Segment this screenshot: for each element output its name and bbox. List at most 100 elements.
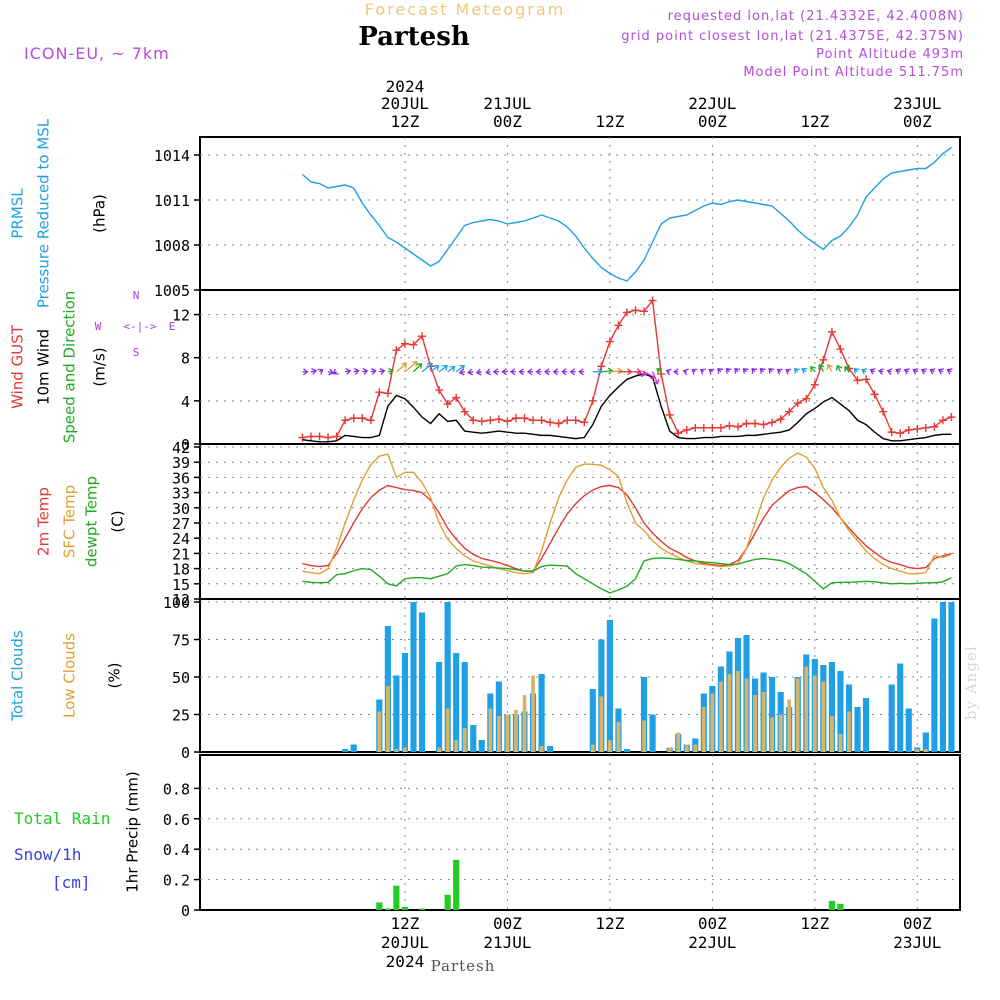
clouds-series-1-bar [403, 747, 407, 752]
wind-direction-arrow [853, 367, 860, 374]
precipitation-y-tick-label: 0.2 [163, 872, 190, 890]
wind-direction-arrow [708, 368, 715, 375]
clouds-series-0-bar [769, 677, 776, 752]
wind-direction-arrow [844, 365, 850, 373]
temperature-axis-label: 2m Temp [35, 487, 53, 556]
wind-gust-marker [546, 418, 555, 427]
wind-gust-marker [742, 419, 751, 428]
wind-gust-marker [862, 375, 871, 384]
wind-gust-marker [307, 432, 316, 441]
wind-gust-marker [324, 433, 333, 442]
wind-gust-marker [930, 422, 939, 431]
clouds-series-0-bar [350, 744, 357, 752]
clouds-series-1-bar [599, 696, 604, 752]
top-time-label: 22JUL [688, 94, 736, 113]
wind-series-1-line [302, 373, 952, 443]
wind-gust-marker [827, 327, 836, 336]
wind-gust-marker [904, 425, 913, 434]
clouds-series-1-bar [497, 716, 501, 752]
clouds-series-1-bar [386, 686, 390, 752]
top-time-label: 00Z [698, 112, 727, 131]
wind-direction-arrow [362, 367, 369, 375]
wind-direction-arrow [665, 368, 672, 376]
clouds-axis-label: (%) [106, 663, 124, 689]
wind-direction-arrow [609, 367, 623, 375]
wind-gust-marker [674, 429, 683, 438]
clouds-series-1-bar [505, 714, 510, 752]
clouds-series-0-bar [589, 689, 596, 752]
snow-label: Snow/1h [14, 845, 81, 864]
temperature-y-tick-label: 15 [172, 576, 190, 594]
wind-direction-arrow [404, 361, 418, 373]
wind-direction-arrow [946, 368, 953, 375]
clouds-series-1-bar [454, 740, 459, 752]
wind-direction-arrow [920, 368, 927, 375]
wind-gust-marker [819, 355, 828, 364]
wind-direction-arrow [861, 368, 868, 375]
wind-gust-marker [435, 386, 444, 395]
wind-gust-marker [785, 407, 794, 416]
clouds-series-0-bar [547, 746, 554, 752]
clouds-series-1-bar [727, 674, 732, 752]
wind-direction-arrow [699, 368, 706, 375]
pressure-y-tick-label: 1014 [154, 147, 190, 165]
clouds-y-tick-label: 0 [181, 744, 190, 762]
precip-axis-label: 1hr Precip (mm) [124, 771, 142, 892]
wind-direction-arrow [475, 368, 482, 376]
wind-direction-arrow [467, 368, 474, 376]
wind-direction-arrow [717, 367, 723, 374]
wind-direction-arrow [501, 368, 508, 376]
wind-gust-marker [571, 416, 580, 425]
wind-gust-marker [315, 432, 324, 441]
wind-direction-arrow [912, 368, 919, 375]
clouds-series-1-bar [488, 708, 493, 752]
clouds-series-0-bar [897, 663, 904, 752]
wind-direction-arrow [826, 363, 833, 373]
compass-south: S [133, 346, 140, 359]
precipitation-y-tick-label: 0.8 [163, 780, 190, 798]
wind-y-tick-label: 0 [181, 436, 190, 454]
wind-gust-marker [392, 346, 401, 355]
wind-direction-arrow [626, 368, 643, 376]
clouds-series-0-bar [444, 602, 451, 752]
wind-direction-arrow [785, 368, 792, 375]
top-time-label: 00Z [493, 112, 522, 131]
wind-gust-marker [913, 424, 922, 433]
clouds-series-1-bar [744, 678, 749, 752]
wind-direction-arrow [937, 368, 944, 375]
clouds-series-1-bar [684, 744, 689, 752]
clouds-series-1-bar [437, 747, 441, 752]
snow-unit-label: [cm] [52, 873, 91, 892]
wind-gust-marker [452, 393, 461, 402]
bottom-time-label: 00Z [493, 914, 522, 933]
temperature-series-2-line [302, 557, 952, 594]
wind-direction-arrow [455, 365, 466, 373]
clouds-series-1-bar [719, 681, 723, 752]
clouds-axis-label: Total Clouds [9, 630, 27, 722]
wind-gust-marker [776, 415, 785, 424]
bottom-time-label: 12Z [800, 914, 829, 933]
wind-direction-arrow [395, 363, 408, 373]
wind-direction-arrow [509, 368, 516, 376]
wind-gust-marker [665, 410, 674, 419]
wind-gust-marker [887, 428, 896, 437]
station-title: Partesh [358, 22, 470, 52]
wind-direction-arrow [569, 368, 576, 376]
clouds-series-0-bar [418, 612, 426, 752]
compass-west: W [95, 320, 102, 333]
wind-direction-arrow [353, 367, 360, 375]
temperature-axis-label: SFC Temp [61, 485, 79, 558]
wind-direction-arrow [387, 367, 394, 375]
precipitation-series-0-bar [444, 894, 451, 910]
clouds-series-1-bar [514, 710, 518, 752]
temperature-series-0-line [302, 484, 952, 572]
wind-direction-arrow [544, 368, 551, 376]
clouds-y-tick-label: 25 [172, 707, 190, 725]
clouds-series-1-bar [804, 666, 809, 752]
clouds-series-0-bar [598, 639, 605, 752]
pressure-panel-frame [199, 136, 961, 291]
wind-direction-arrow [725, 367, 732, 374]
grid-point-coordinates: grid point closest lon,lat (21.4375E, 42… [621, 29, 964, 44]
temperature-y-tick-label: 39 [172, 454, 190, 472]
